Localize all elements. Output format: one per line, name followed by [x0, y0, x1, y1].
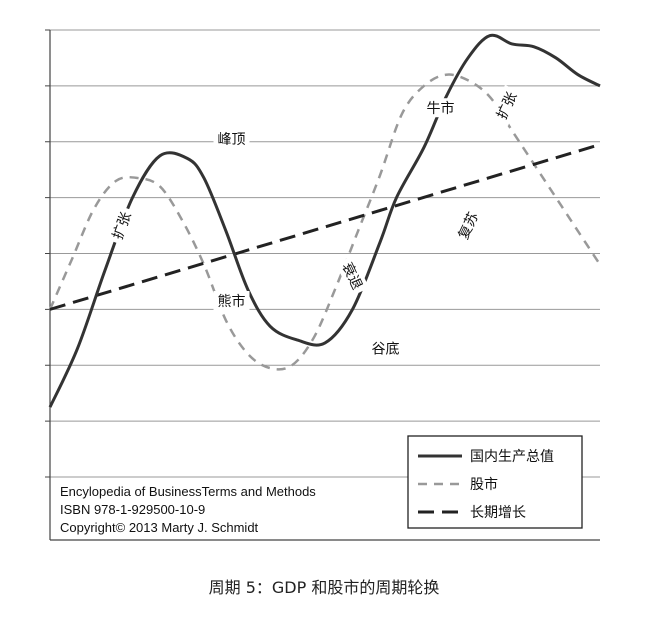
annotation-bg-6 [422, 98, 459, 118]
credit-line-3: Copyright© 2013 Marty J. Schmidt [60, 520, 259, 535]
annotation-bg-3 [367, 338, 404, 358]
credit-block: Encylopedia of BusinessTerms and Methods… [60, 484, 316, 535]
series-line-0 [48, 33, 601, 408]
legend-label-0: 国内生产总值 [470, 449, 554, 465]
series-layer [48, 33, 602, 408]
series-line-1 [48, 73, 602, 371]
grid-lines [50, 29, 600, 478]
credit-line-1: Encylopedia of BusinessTerms and Methods [60, 484, 316, 499]
series-line-2 [49, 143, 601, 311]
axes [45, 29, 600, 541]
legend-label-1: 股市 [470, 476, 498, 493]
annotation-bg-7 [489, 84, 524, 126]
annotation-label-0: 峰顶 [218, 132, 246, 148]
annotation-bg-2 [335, 255, 370, 297]
annotation-label-4: 熊市 [218, 293, 246, 310]
annotation-bg-5 [451, 205, 485, 247]
annotation-label-3: 谷底 [372, 341, 400, 357]
credit-line-2: ISBN 978-1-929500-10-9 [60, 502, 205, 517]
annotation-bg-1 [105, 205, 138, 246]
annotation-bg-0 [213, 128, 250, 148]
legend-box [407, 435, 583, 529]
annotation-label-6: 牛市 [427, 100, 455, 117]
figure-caption: 周期 5：GDP 和股市的周期轮换 [208, 578, 440, 597]
legend-label-2: 长期增长 [470, 505, 526, 521]
annotation-bg-4 [213, 290, 250, 310]
